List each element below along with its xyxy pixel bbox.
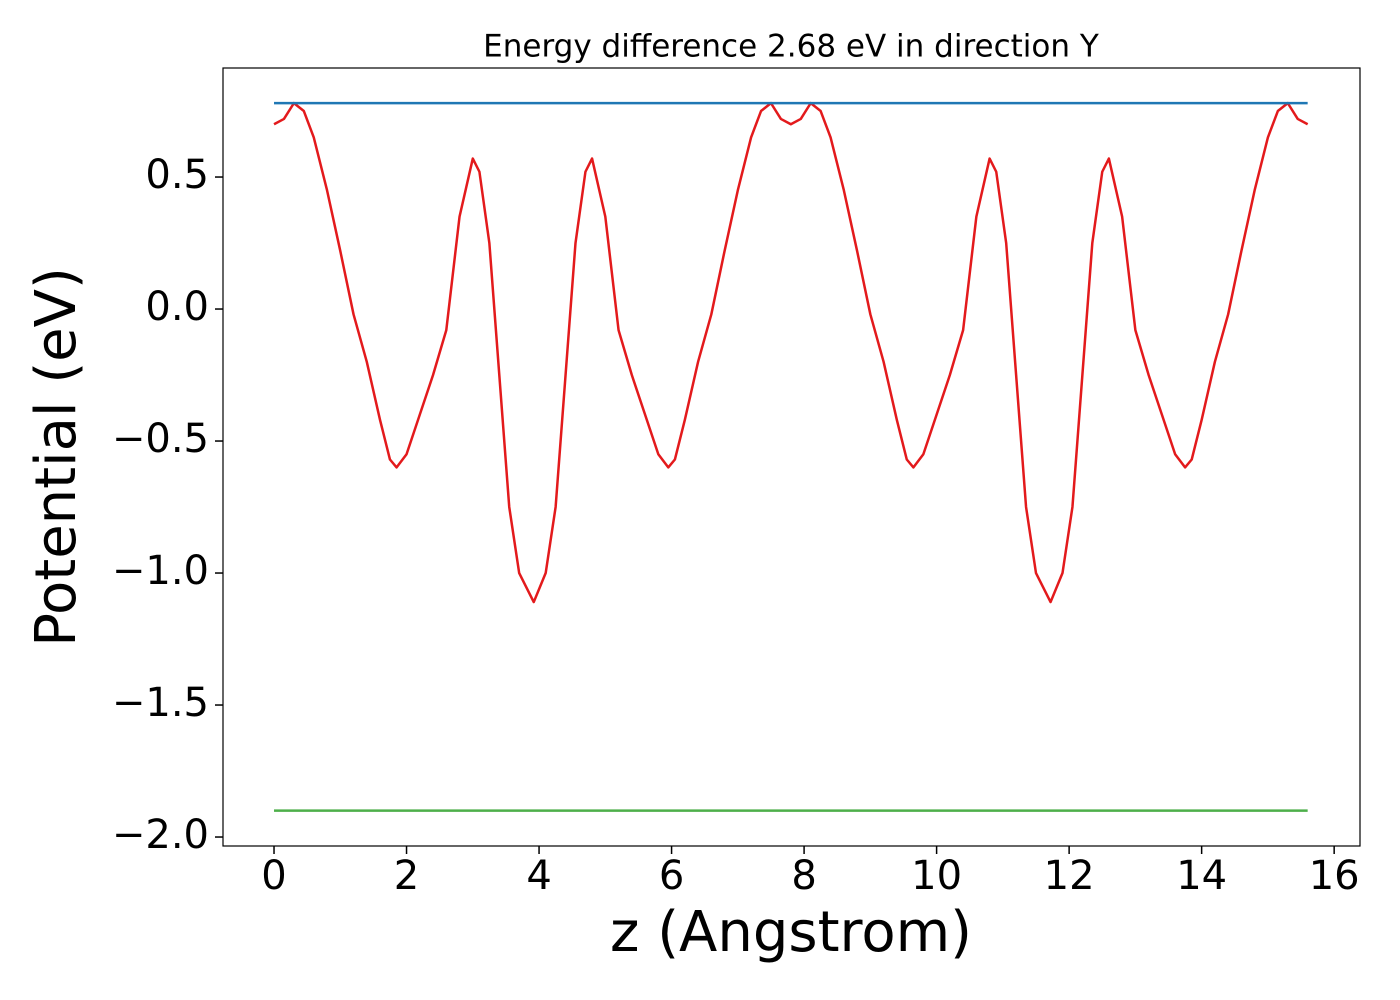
x-tick-label: 0 [261,853,286,899]
y-tick-label: −0.5 [112,416,209,462]
x-tick-label: 6 [659,853,684,899]
chart-title: Energy difference 2.68 eV in direction Y [483,29,1099,65]
x-tick-label: 2 [394,853,419,899]
x-tick-label: 16 [1309,853,1360,899]
y-tick-label: 0.5 [145,152,209,198]
series-line [273,101,1309,604]
plot-frame [222,67,1361,847]
x-tick-label: 12 [1044,853,1095,899]
y-tick-label: −2.0 [112,812,209,858]
y-axis-label: Potential (eV) [24,267,89,647]
x-tick-label: 8 [791,853,816,899]
x-tick-label: 10 [911,853,962,899]
x-tick-label: 14 [1176,853,1227,899]
y-tick-label: −1.0 [112,548,209,594]
y-tick-label: −1.5 [112,680,209,726]
x-tick-label: 4 [526,853,551,899]
x-axis-label: z (Angstrom) [610,900,972,965]
y-tick-label: 0.0 [145,284,209,330]
